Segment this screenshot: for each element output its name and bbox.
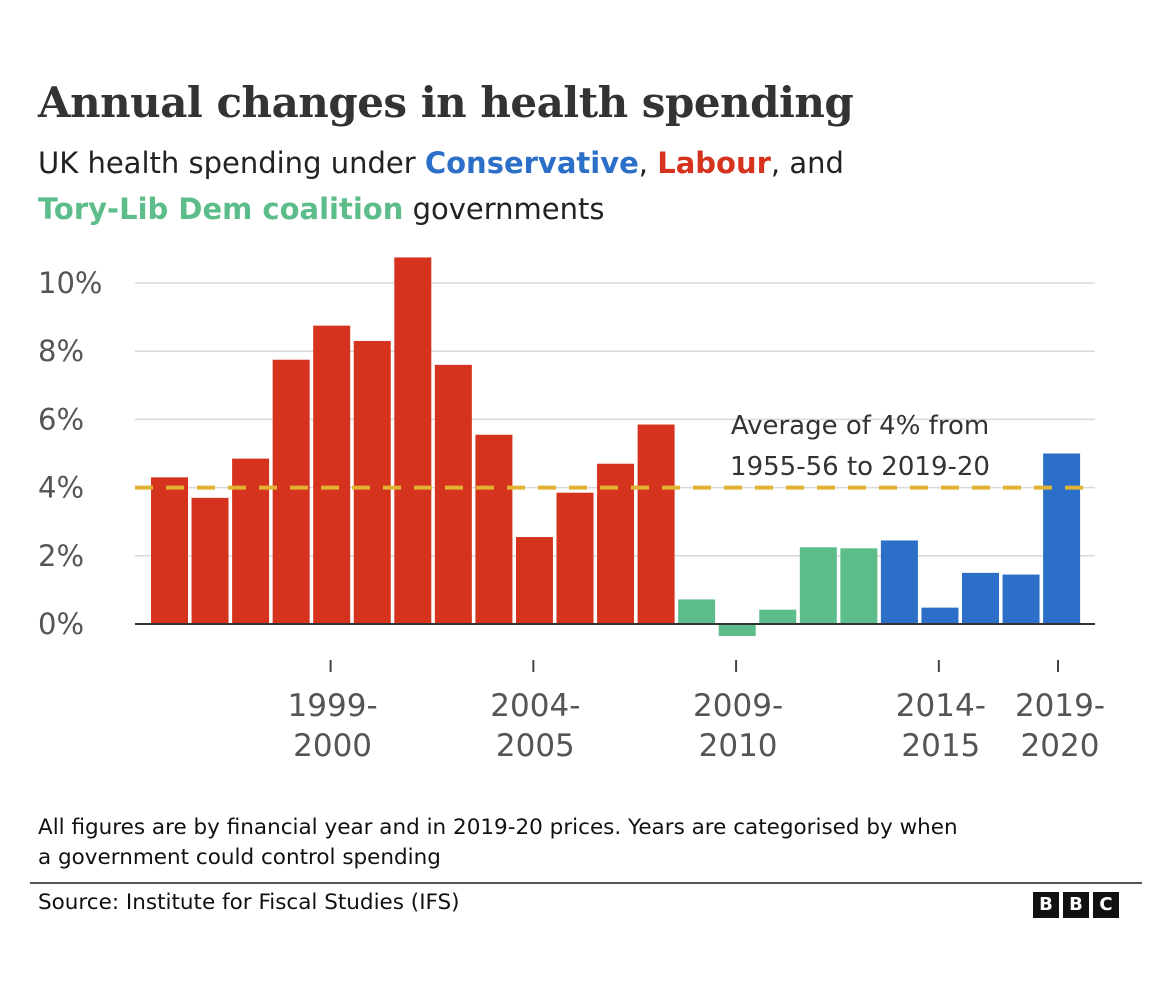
bar: [394, 257, 432, 624]
y-tick-label: 4%: [38, 471, 84, 505]
bar: [799, 547, 837, 624]
bar: [151, 477, 188, 624]
bar: [475, 434, 513, 624]
average-annotation: Average of 4% from: [731, 411, 989, 441]
subtitle-separator: , and: [770, 146, 844, 180]
y-tick-label: 2%: [38, 539, 84, 573]
bar: [840, 548, 878, 624]
x-tick-label: 2010: [699, 728, 778, 764]
bar: [313, 325, 351, 624]
bbc-logo: B B C: [1033, 892, 1119, 918]
x-tick-label: 2014-: [896, 688, 986, 724]
bar: [759, 609, 797, 624]
subtitle-conservative: Conservative: [424, 146, 639, 180]
x-tick-label: 1999-: [288, 688, 378, 724]
bar: [718, 624, 756, 636]
chart-subtitle: UK health spending under Conservative, L…: [38, 140, 1118, 232]
subtitle-coalition: Tory-Lib Dem coalition: [38, 192, 404, 226]
bar: [880, 540, 918, 624]
footnote-line: a government could control spending: [38, 845, 441, 870]
bar: [962, 572, 999, 624]
source-text: Source: Institute for Fiscal Studies (IF…: [38, 890, 460, 915]
bar: [921, 607, 959, 624]
bar: [434, 364, 472, 624]
bar: [1043, 453, 1081, 624]
average-annotation: 1955-56 to 2019-20: [730, 452, 990, 482]
x-tick-label: 2004-: [490, 688, 580, 724]
subtitle-text: UK health spending under: [38, 146, 425, 180]
logo-letter: B: [1033, 892, 1059, 918]
x-tick-label: 2020: [1021, 728, 1100, 764]
bar: [597, 463, 635, 624]
bar: [191, 497, 229, 624]
x-tick-label: 2015: [901, 728, 980, 764]
logo-letter: C: [1093, 892, 1119, 918]
y-tick-label: 6%: [38, 402, 84, 436]
bar: [678, 599, 716, 624]
bar: [353, 340, 391, 624]
logo-letter: B: [1063, 892, 1089, 918]
y-tick-label: 8%: [38, 334, 84, 368]
x-tick-label: 2000: [293, 728, 372, 764]
footnote: All figures are by financial year and in…: [38, 813, 1138, 873]
bar-chart: 0% 2% 4% 6% 8% 10% Average of 4% from 1955-56 t…: [38, 257, 1105, 764]
footnote-line: All figures are by financial year and in…: [38, 815, 958, 840]
subtitle-text: governments: [403, 192, 605, 226]
bar: [232, 458, 270, 624]
bar: [556, 492, 594, 624]
bar: [1002, 574, 1040, 624]
footer-divider: [30, 882, 1142, 884]
bar: [515, 537, 553, 624]
bar: [637, 424, 675, 624]
x-tick-label: 2019-: [1015, 688, 1105, 724]
chart-title: Annual changes in health spending: [38, 78, 854, 127]
y-tick-label: 10%: [38, 266, 102, 300]
x-tick-label: 2009-: [693, 688, 783, 724]
subtitle-separator: ,: [638, 146, 658, 180]
bar: [272, 359, 310, 624]
x-tick-label: 2005: [496, 728, 575, 764]
subtitle-labour: Labour: [657, 146, 771, 180]
y-tick-label: 0%: [38, 607, 84, 641]
